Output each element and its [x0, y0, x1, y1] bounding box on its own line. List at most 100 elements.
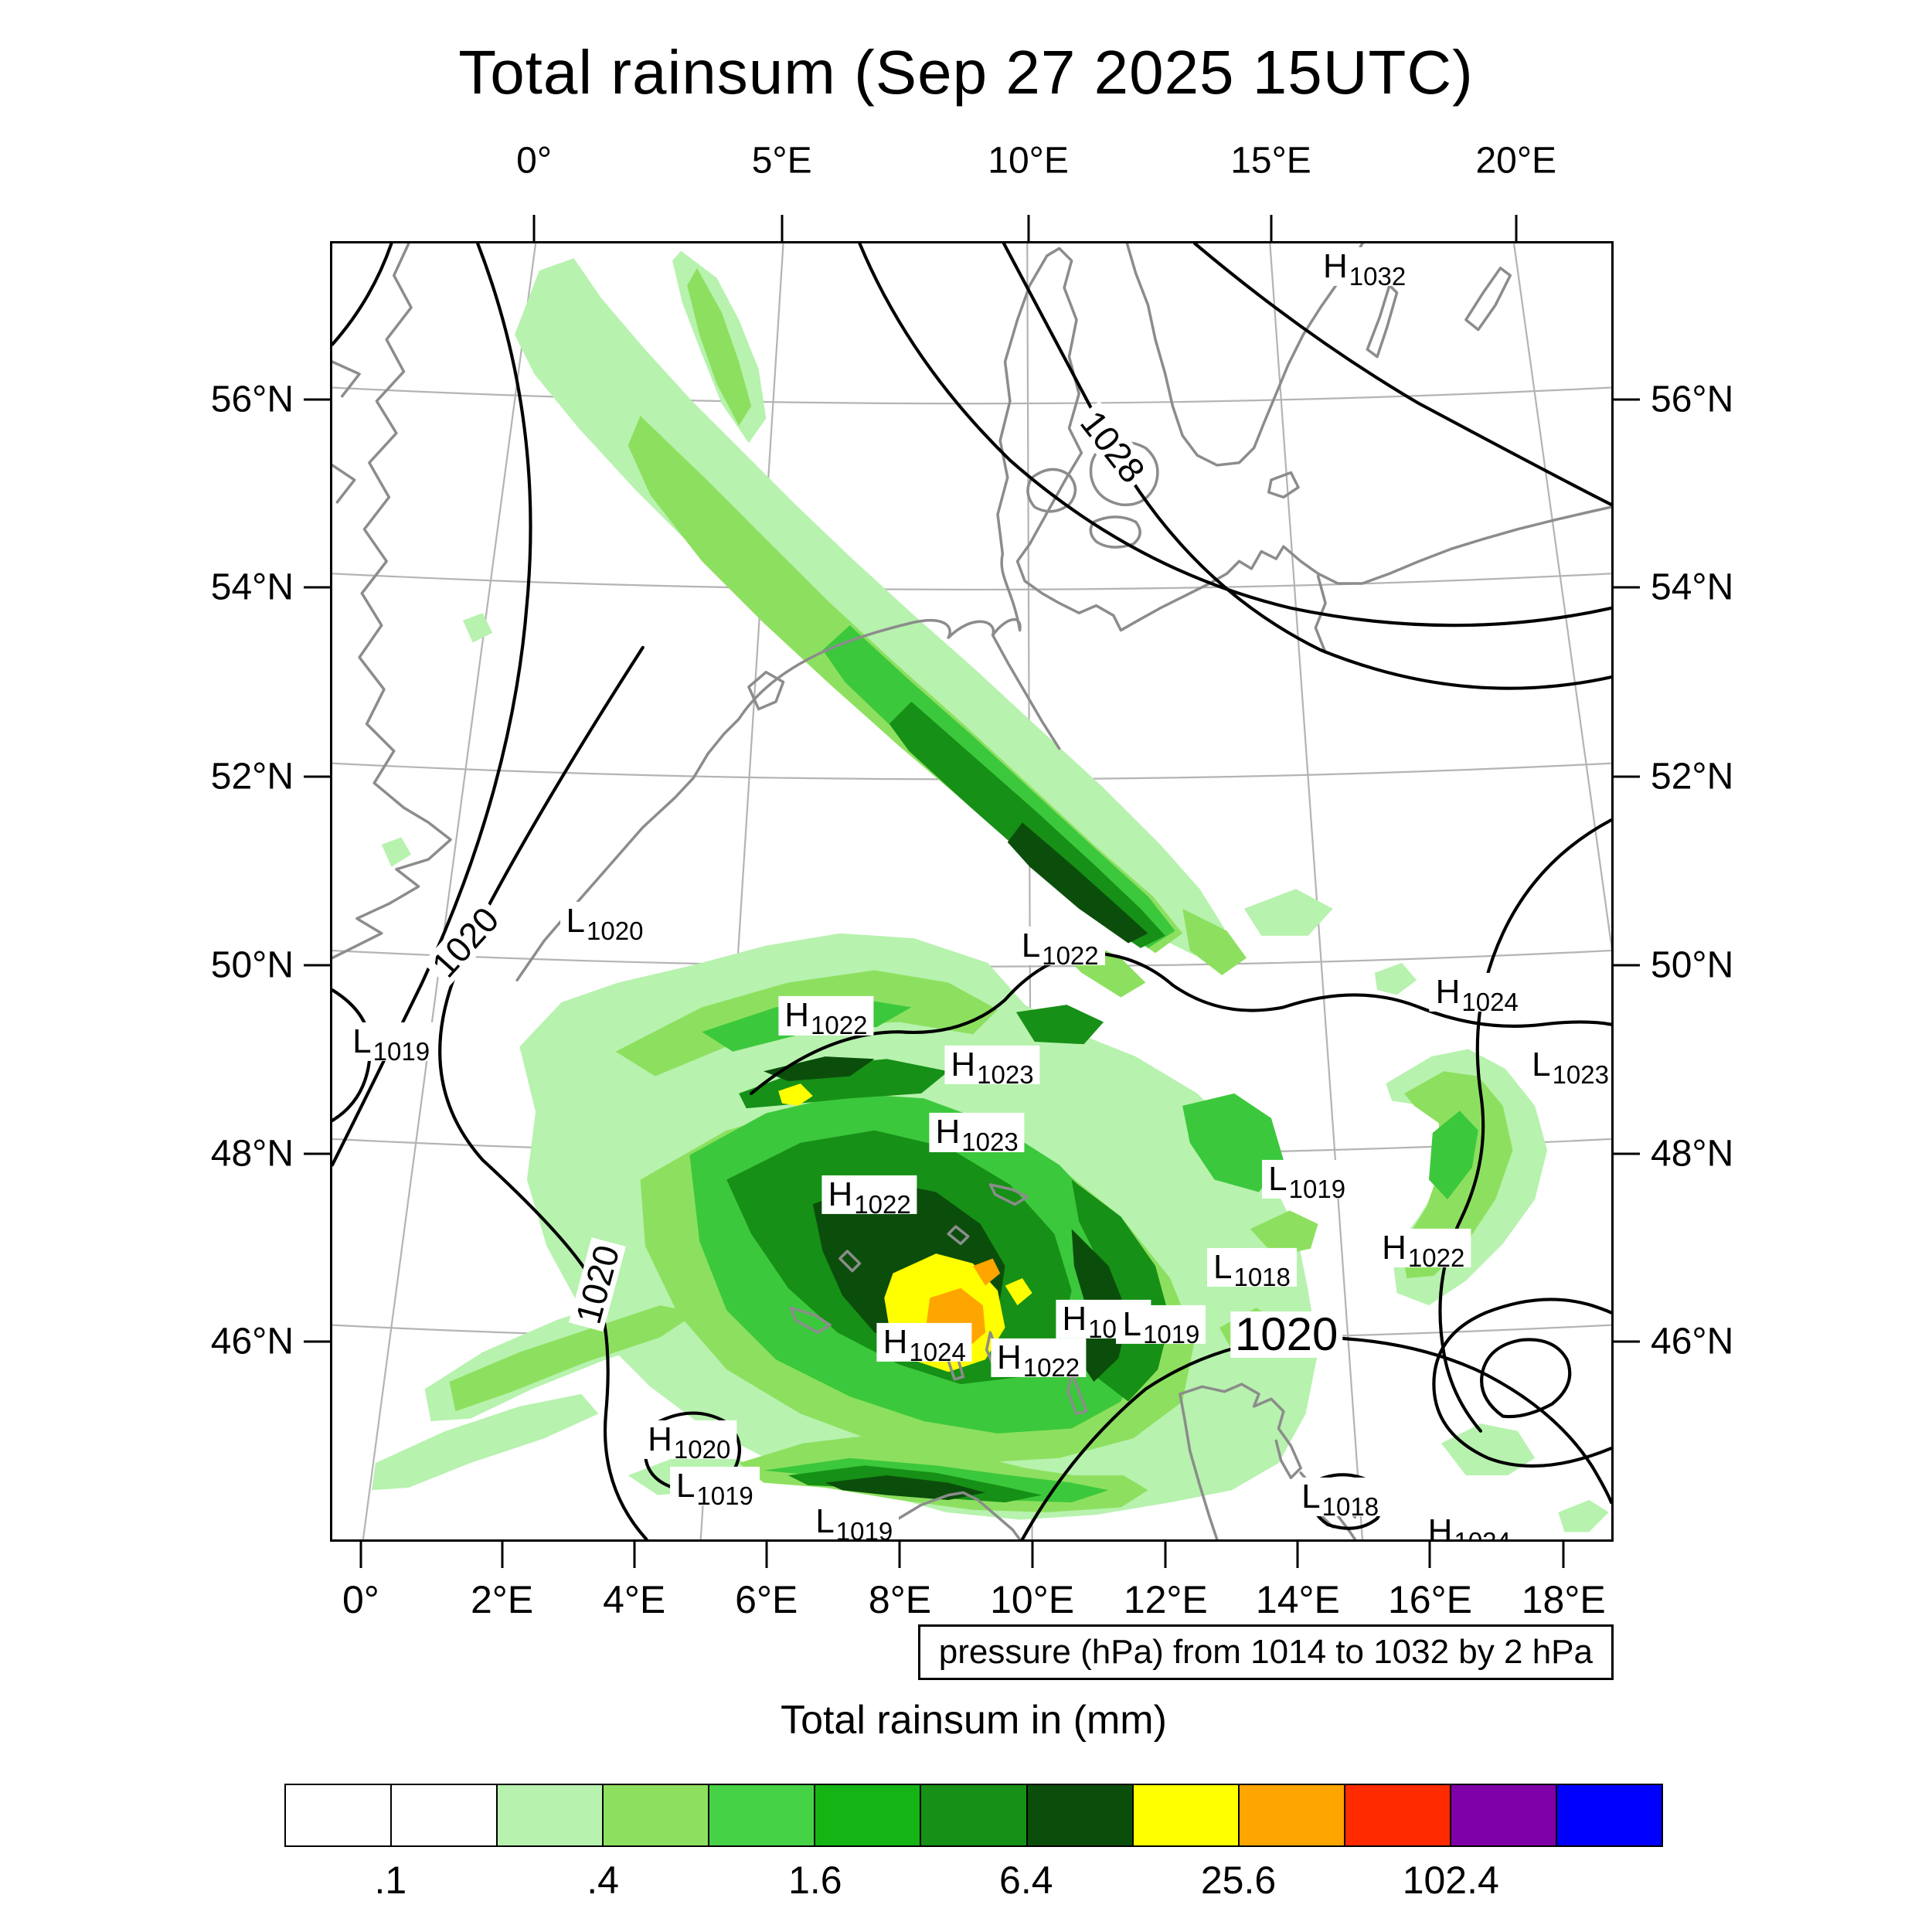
axis-bottom-tickmark: [1562, 1542, 1565, 1568]
axis-bottom-tickmark: [633, 1542, 636, 1568]
pressure-value: 1024: [909, 1338, 966, 1366]
pressure-letter: H: [1382, 1228, 1406, 1267]
pressure-letter: L: [1268, 1159, 1287, 1198]
axis-left-ticks: [304, 241, 330, 1542]
colorbar-tick-label: 6.4: [999, 1859, 1053, 1902]
colorbar-cell: [286, 1785, 393, 1845]
contour-value-label: 1020: [422, 897, 509, 987]
axis-bottom-tickmark: [1428, 1542, 1431, 1568]
pressure-center-h1024: H1024: [876, 1323, 972, 1366]
colorbar: [284, 1784, 1663, 1847]
pressure-value: 1023: [1552, 1060, 1609, 1090]
colorbar-cell: [392, 1785, 498, 1845]
axis-bottom-tickmark: [501, 1542, 504, 1568]
pressure-letter: H: [996, 1338, 1022, 1377]
pressure-center-l1020: L1020: [560, 901, 650, 944]
pressure-value: 1024: [1454, 1526, 1511, 1542]
colorbar-tick-label: 1.6: [788, 1859, 842, 1902]
pressure-value: 1019: [372, 1036, 430, 1066]
axis-right-ticks: [1614, 241, 1640, 1542]
axis-right-label: 48°N: [1651, 1133, 1734, 1175]
axis-right-tickmark: [1614, 1152, 1640, 1155]
axis-top-label: 0°: [516, 140, 553, 182]
axis-right-tickmark: [1614, 1340, 1640, 1343]
pressure-value: 1024: [1461, 988, 1519, 1017]
pressure-letter: H: [1435, 973, 1461, 1012]
pressure-letter: L: [1213, 1247, 1233, 1286]
axis-right-label: 52°N: [1651, 756, 1734, 798]
axis-left-label: 56°N: [210, 379, 294, 420]
axis-left-tickmark: [304, 1340, 330, 1343]
pressure-center-l1019: L1019: [346, 1022, 437, 1065]
axis-bottom-label: 8°E: [868, 1578, 932, 1621]
axis-left-tickmark: [304, 586, 330, 589]
map-graphics: [332, 243, 1611, 1539]
pressure-center-h1023: H1023: [944, 1046, 1040, 1088]
legend-title: Total rainsum in (mm): [781, 1698, 1167, 1743]
colorbar-tick-label: .1: [374, 1859, 407, 1902]
pressure-value: 1018: [1233, 1262, 1291, 1291]
axis-top-ticks: [330, 215, 1614, 241]
pressure-center-l1019: L1019: [1116, 1304, 1206, 1347]
axis-left-tickmark: [304, 398, 330, 401]
pressure-center-h1022: H1022: [1376, 1228, 1471, 1270]
pressure-center-h1024: H1024: [1421, 1512, 1517, 1542]
colorbar-cell: [709, 1785, 816, 1845]
pressure-letter: H: [648, 1420, 672, 1458]
pressure-center-h1023: H1023: [929, 1113, 1025, 1155]
pressure-value: 1022: [1042, 940, 1099, 970]
axis-bottom-label: 18°E: [1521, 1578, 1606, 1621]
axis-bottom-tickmark: [1164, 1542, 1167, 1568]
axis-bottom-tickmark: [1031, 1542, 1034, 1568]
axis-right-tickmark: [1614, 586, 1640, 589]
pressure-value: 1020: [673, 1434, 731, 1464]
axis-bottom-label: 16°E: [1387, 1578, 1472, 1621]
colorbar-tick-label: 25.6: [1200, 1859, 1277, 1902]
axis-right-tickmark: [1614, 964, 1640, 967]
pressure-letter: L: [1122, 1304, 1141, 1343]
pressure-value: 1022: [811, 1011, 868, 1040]
pressure-center-l1018: L1018: [1206, 1247, 1297, 1291]
axis-bottom-label: 10°E: [990, 1578, 1075, 1621]
colorbar-cell: [1027, 1785, 1134, 1845]
axis-top-label: 10°E: [988, 140, 1069, 182]
axis-bottom-tickmark: [765, 1542, 768, 1568]
contour-labels-layer: 1028 1020 1020 1020: [332, 243, 1611, 1539]
axis-left-tickmark: [304, 1152, 330, 1155]
pressure-center-l1019: L1019: [1262, 1159, 1352, 1202]
pressure-value: 1019: [835, 1516, 893, 1542]
colorbar-tick-label: 102.4: [1402, 1859, 1499, 1902]
pressure-value: 1023: [977, 1060, 1034, 1090]
pressure-value: 1018: [1321, 1492, 1379, 1521]
pressure-center-h1032: H1032: [1316, 247, 1413, 290]
pressure-labels-layer: H1032 L1020 L1022 L1019 H1022 H1023 H1024 L1023…: [332, 243, 1611, 1539]
colorbar-cell: [1451, 1785, 1557, 1845]
axis-top-tickmark: [1270, 215, 1272, 241]
pressure-letter: L: [1532, 1046, 1551, 1084]
axis-bottom-label: 6°E: [735, 1578, 798, 1621]
axis-left-labels: 56°N 54°N 52°N 50°N 48°N 46°N: [108, 241, 294, 1542]
axis-bottom-label: 0°: [342, 1578, 379, 1621]
axis-right-label: 54°N: [1651, 566, 1734, 608]
contour-value-label: 1020: [567, 1236, 627, 1332]
axis-top-labels: 0° 5°E 10°E 15°E 20°E: [330, 136, 1614, 185]
contour-value-label: 1028: [1071, 401, 1154, 493]
rain-layer: [372, 250, 1609, 1532]
pressure-value: 1022: [1407, 1243, 1465, 1272]
pressure-letter: H: [1427, 1512, 1453, 1542]
axis-bottom-tickmark: [359, 1542, 362, 1568]
pressure-letter: H: [883, 1323, 908, 1361]
colorbar-cell: [1345, 1785, 1451, 1845]
pressure-center-h1022: H1022: [990, 1338, 1087, 1381]
colorbar-cell: [1133, 1785, 1240, 1845]
colorbar-cell: [815, 1785, 922, 1845]
pressure-value: 1019: [696, 1481, 753, 1511]
colorbar-cell: [921, 1785, 1028, 1845]
axis-bottom-ticks: [330, 1542, 1614, 1568]
pressure-center-h1024: H1024: [1429, 973, 1525, 1015]
axis-left-label: 46°N: [210, 1321, 294, 1362]
axis-top-tickmark: [781, 215, 784, 241]
pressure-value: 1019: [1288, 1174, 1346, 1203]
axis-left-tickmark: [304, 964, 330, 967]
